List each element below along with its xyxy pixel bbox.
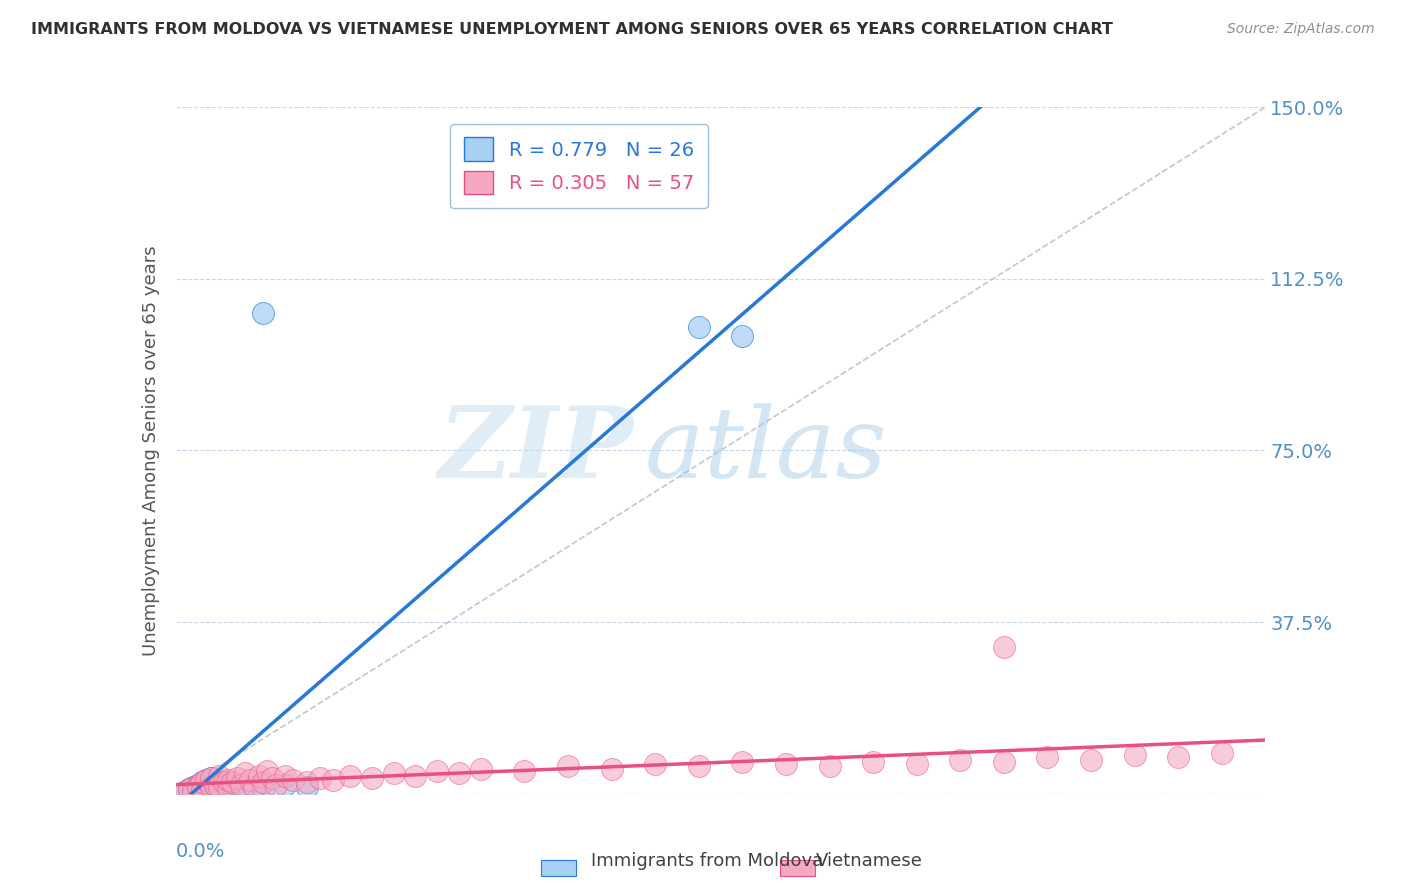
Point <box>204 778 226 792</box>
Point <box>204 782 226 797</box>
Point <box>181 784 204 798</box>
Text: Immigrants from Moldova: Immigrants from Moldova <box>591 852 823 870</box>
Point <box>195 780 218 794</box>
Legend: R = 0.779   N = 26, R = 0.305   N = 57: R = 0.779 N = 26, R = 0.305 N = 57 <box>450 124 707 208</box>
Point <box>308 771 330 785</box>
Point <box>252 782 274 797</box>
Point <box>195 773 218 788</box>
Point <box>274 768 297 782</box>
Point <box>382 766 405 780</box>
Point <box>191 775 214 789</box>
Point <box>208 780 231 794</box>
Text: IMMIGRANTS FROM MOLDOVA VS VIETNAMESE UNEMPLOYMENT AMONG SENIORS OVER 65 YEARS C: IMMIGRANTS FROM MOLDOVA VS VIETNAMESE UN… <box>31 22 1112 37</box>
Point <box>252 775 274 789</box>
Text: atlas: atlas <box>644 403 887 498</box>
Point <box>181 780 204 794</box>
Point <box>1036 750 1059 764</box>
Point <box>200 771 222 785</box>
Point <box>260 771 283 785</box>
Point <box>600 762 623 776</box>
Point <box>191 775 214 789</box>
Point <box>405 768 427 782</box>
Point <box>212 775 235 789</box>
Point <box>513 764 536 778</box>
Point <box>688 319 710 334</box>
Point <box>1080 753 1102 767</box>
Point <box>177 782 200 797</box>
Point <box>862 755 884 769</box>
Point <box>173 784 195 798</box>
Point <box>231 782 253 797</box>
Point <box>186 778 209 792</box>
Point <box>360 771 382 785</box>
Point <box>993 640 1015 655</box>
Point <box>177 782 200 797</box>
Point <box>426 764 449 778</box>
Point <box>200 778 222 792</box>
Point <box>217 778 239 792</box>
Point <box>235 766 257 780</box>
Point <box>217 782 239 797</box>
Y-axis label: Unemployment Among Seniors over 65 years: Unemployment Among Seniors over 65 years <box>142 245 160 656</box>
Point <box>775 757 797 772</box>
Point <box>731 329 754 343</box>
Point <box>322 773 344 788</box>
Point <box>339 768 361 782</box>
Point <box>208 768 231 782</box>
Point <box>283 773 305 788</box>
Point <box>993 755 1015 769</box>
Point <box>225 771 247 785</box>
Point <box>212 775 235 789</box>
Point <box>231 778 253 792</box>
Point <box>208 780 231 794</box>
Point <box>949 753 972 767</box>
Point <box>221 775 243 789</box>
Point <box>264 778 287 792</box>
Point <box>243 780 266 794</box>
Point <box>217 773 239 788</box>
Point <box>470 762 492 776</box>
Point <box>186 780 209 794</box>
Text: ZIP: ZIP <box>439 402 633 499</box>
Point <box>186 778 209 792</box>
Point <box>274 778 297 792</box>
Point <box>688 759 710 773</box>
Point <box>221 780 243 794</box>
Point <box>256 764 278 778</box>
Point <box>191 782 214 797</box>
Point <box>731 755 754 769</box>
Point <box>191 782 214 797</box>
Point <box>252 306 274 320</box>
Point <box>557 759 579 773</box>
Point <box>1167 750 1189 764</box>
Text: 0.0%: 0.0% <box>176 842 225 861</box>
Point <box>173 784 195 798</box>
Point <box>195 773 218 788</box>
Point <box>295 780 318 794</box>
Text: Vietnamese: Vietnamese <box>815 852 922 870</box>
Point <box>239 773 262 788</box>
Point <box>200 780 222 794</box>
Point <box>447 766 470 780</box>
Point <box>818 759 841 773</box>
Point <box>1123 747 1146 762</box>
Point <box>200 771 222 785</box>
Point <box>243 780 266 794</box>
Point <box>247 768 270 782</box>
Point <box>295 775 318 789</box>
Point <box>208 778 231 792</box>
Point <box>181 784 204 798</box>
Point <box>644 757 666 772</box>
Text: Source: ZipAtlas.com: Source: ZipAtlas.com <box>1227 22 1375 37</box>
Point <box>186 783 209 797</box>
Point <box>1211 746 1233 760</box>
Point <box>905 757 928 772</box>
